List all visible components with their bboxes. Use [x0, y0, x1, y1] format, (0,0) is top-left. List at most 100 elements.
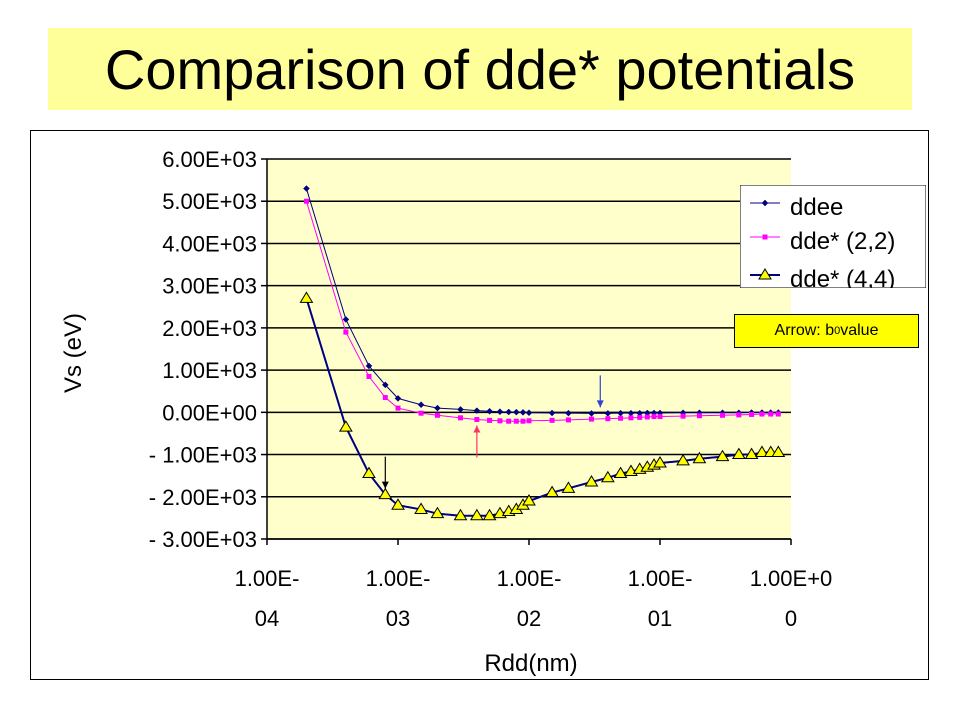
x-tick-labels: 1.00E- 04 1.00E- 03 1.00E- 02 1.00E- 01 1.00E+0 0 — [235, 566, 833, 631]
data-point — [338, 420, 353, 432]
series-layer — [299, 185, 786, 521]
annotation-arrow — [381, 456, 389, 489]
data-point — [651, 414, 657, 420]
data-point — [457, 406, 464, 413]
axes — [261, 158, 792, 545]
note-suffix: value — [840, 322, 879, 339]
y-tick-label: - 1.00E+03 — [149, 443, 257, 468]
data-point — [482, 508, 497, 521]
y-tick-labels: 6.00E+03 5.00E+03 4.00E+03 3.00E+03 2.00E+03… — [149, 147, 257, 552]
data-point — [696, 413, 702, 419]
data-point — [458, 415, 464, 421]
data-point — [605, 416, 611, 422]
data-point — [417, 401, 425, 409]
data-point — [525, 409, 533, 417]
data-point — [474, 417, 480, 423]
x-tick-label: 1.00E- — [497, 566, 562, 591]
data-point — [497, 418, 503, 424]
arrow-layer — [381, 375, 604, 489]
annotation-arrow — [596, 375, 604, 408]
y-tick-label: - 2.00E+03 — [149, 485, 257, 510]
data-point — [771, 445, 786, 457]
data-point — [584, 475, 599, 487]
data-point — [434, 412, 440, 418]
x-tick-label: 1.00E- — [628, 566, 693, 591]
chart-frame: 6.00E+03 5.00E+03 4.00E+03 3.00E+03 2.00E+03… — [30, 130, 929, 680]
data-point — [549, 417, 555, 423]
data-point — [715, 449, 730, 462]
y-tick-label: 4.00E+03 — [162, 231, 257, 256]
arrow-head — [473, 425, 481, 433]
data-point — [588, 410, 595, 417]
data-point — [414, 502, 428, 514]
data-point — [565, 409, 572, 417]
plot-area — [267, 159, 791, 539]
data-point — [758, 268, 772, 280]
y-tick-label: 6.00E+03 — [162, 147, 257, 172]
data-point — [365, 362, 373, 370]
data-point — [759, 411, 765, 417]
data-point — [506, 418, 512, 424]
data-point — [775, 411, 781, 417]
data-point — [513, 418, 519, 424]
arrow-head — [381, 481, 389, 489]
data-point — [434, 404, 441, 412]
y-tick-label: 1.00E+03 — [162, 358, 257, 383]
data-point — [418, 410, 424, 416]
data-point — [391, 498, 405, 510]
note-subscript: 0 — [834, 325, 841, 337]
data-point — [299, 291, 314, 303]
data-point — [561, 481, 576, 493]
y-axis-label: Vs (eV) — [60, 313, 87, 393]
x-tick-label: 03 — [386, 606, 410, 631]
x-tick-label: 0 — [785, 606, 797, 631]
data-point — [692, 451, 707, 464]
annotation-arrow — [473, 425, 481, 458]
chart: 6.00E+03 5.00E+03 4.00E+03 3.00E+03 2.00E+03… — [60, 147, 926, 677]
data-point — [761, 199, 769, 207]
data-point — [755, 445, 769, 457]
data-point — [303, 198, 309, 204]
page-title: Comparison of dde* potentials — [104, 37, 856, 101]
series — [303, 198, 781, 424]
x-tick-label: 01 — [648, 606, 672, 631]
data-point — [394, 395, 402, 402]
data-point — [519, 408, 527, 416]
data-point — [653, 456, 667, 468]
x-tick-label: 04 — [255, 606, 279, 631]
data-point — [381, 381, 389, 389]
data-point — [522, 494, 536, 506]
data-point — [676, 453, 690, 466]
data-point — [395, 405, 401, 411]
data-point — [565, 417, 571, 423]
data-point — [512, 408, 520, 416]
data-point — [736, 412, 742, 418]
note-prefix: Arrow: b — [774, 322, 835, 339]
data-point — [382, 395, 388, 401]
data-point — [469, 508, 484, 521]
data-point — [644, 414, 650, 420]
data-point — [520, 418, 526, 424]
x-tick-label: 1.00E- — [235, 566, 300, 591]
series — [303, 185, 782, 417]
y-tick-label: 0.00E+00 — [162, 400, 257, 425]
y-tick-label: 5.00E+03 — [162, 189, 257, 214]
data-point — [720, 412, 726, 418]
data-point — [600, 470, 615, 483]
data-point — [526, 418, 532, 424]
data-point — [362, 466, 376, 479]
data-point — [545, 485, 559, 498]
data-point — [342, 316, 350, 323]
data-point — [618, 415, 624, 421]
data-point — [366, 373, 372, 379]
data-point — [637, 414, 643, 420]
x-tick-label: 02 — [517, 606, 541, 631]
data-point — [657, 414, 663, 420]
series — [299, 291, 786, 521]
data-point — [343, 329, 349, 335]
data-point — [628, 415, 634, 421]
title-band: Comparison of dde* potentials — [48, 28, 912, 110]
data-point — [303, 185, 310, 192]
x-tick-label: 1.00E- — [366, 566, 431, 591]
